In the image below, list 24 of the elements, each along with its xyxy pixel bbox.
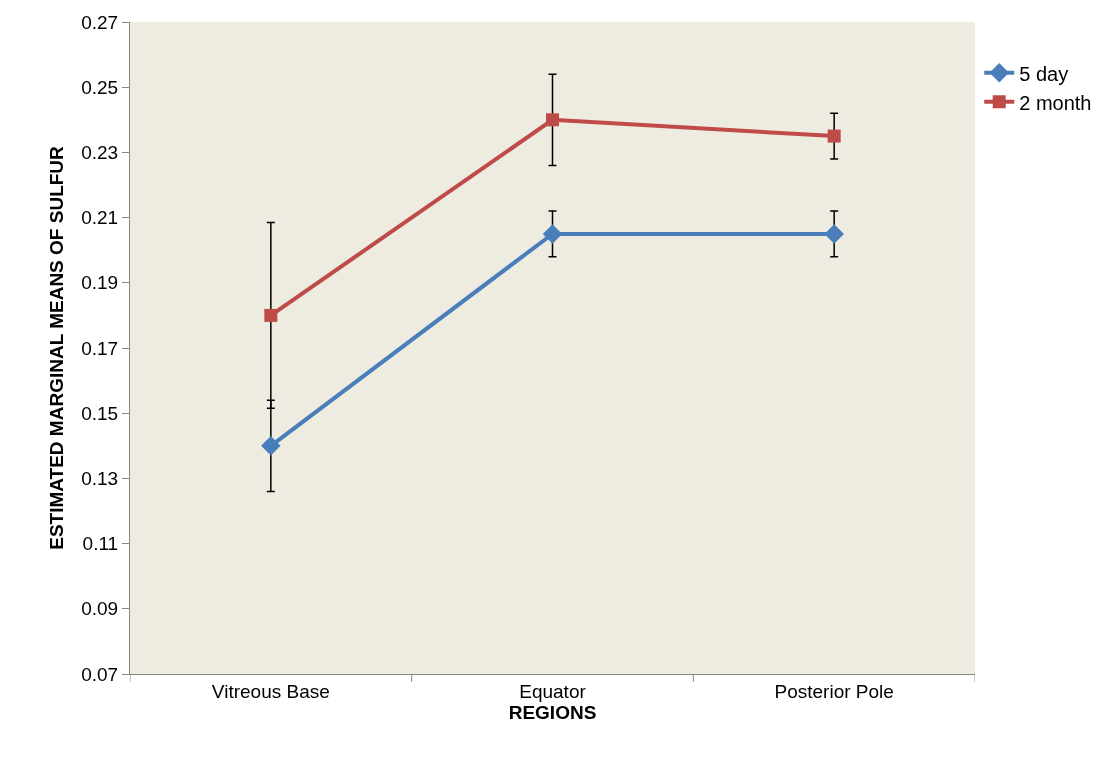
y-tick-label: 0.13 [81, 468, 119, 490]
point [824, 224, 844, 244]
y-tick-label: 0.07 [81, 663, 119, 685]
y-tick-label: 0.11 [82, 533, 119, 555]
y-tick-label: 0.09 [81, 598, 119, 620]
point [542, 224, 563, 244]
y-tick-label: 0.21 [81, 207, 119, 229]
point [546, 113, 559, 127]
y-axis-title: ESTIMATED MARGINAL MEANS OF SULFUR [46, 145, 68, 550]
y-tick-label: 0.17 [81, 337, 119, 359]
x-tick-label: Equator [519, 680, 587, 702]
point [261, 436, 281, 456]
y-tick-label: 0.15 [81, 402, 119, 424]
y-tick-label: 0.23 [81, 142, 119, 164]
point [264, 308, 278, 322]
point [827, 129, 841, 143]
legend-label: 5 day [1019, 62, 1069, 85]
x-tick-label: Posterior Pole [774, 680, 894, 702]
x-tick-label: Vitreous Base [211, 680, 330, 702]
y-tick-label: 0.27 [81, 11, 119, 33]
x-axis-title: REGIONS [508, 701, 597, 723]
y-tick-label: 0.25 [81, 76, 119, 98]
y-tick-label: 0.19 [81, 272, 119, 294]
legend-label: 2 month [1019, 91, 1092, 114]
